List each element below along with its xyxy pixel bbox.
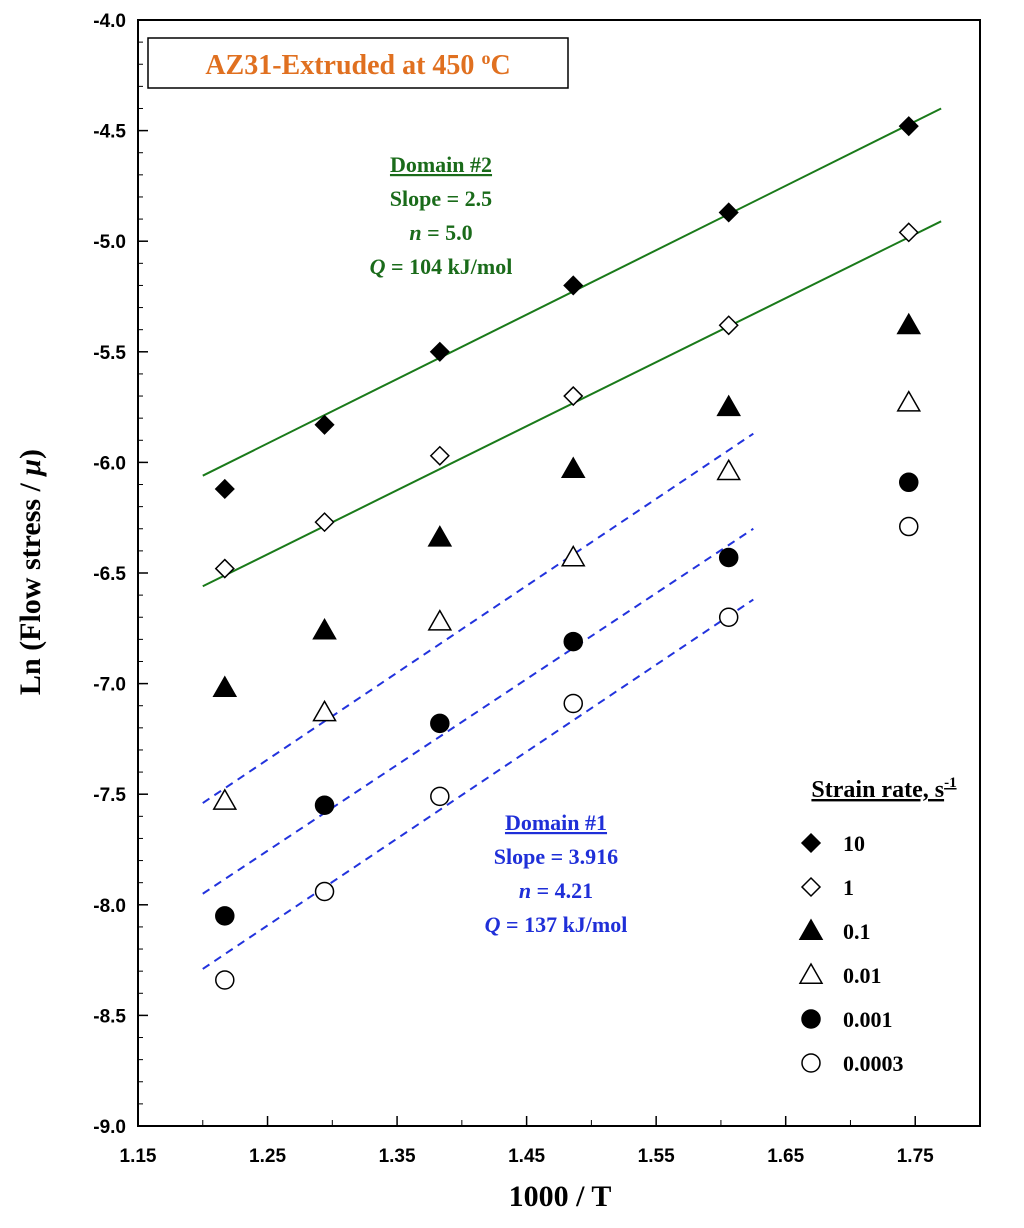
y-tick-label: -7.5 xyxy=(93,785,126,806)
data-point-circle-open xyxy=(899,516,919,537)
legend-marker-diamond-filled xyxy=(800,832,822,854)
legend-marker-triangle-filled xyxy=(798,918,824,940)
data-point-circle-filled xyxy=(430,713,450,734)
domain1-n: n = 4.21 xyxy=(519,878,593,903)
data-point-circle-filled xyxy=(718,547,739,568)
x-tick-label: 1.35 xyxy=(379,1146,416,1167)
chart-title: AZ31-Extruded at 450 oC xyxy=(205,48,510,81)
legend-label: 10 xyxy=(843,831,865,856)
domain1-annotation: Domain #1 Slope = 3.916 n = 4.21 Q = 137… xyxy=(485,810,628,937)
legend-marker-circle-open xyxy=(801,1053,821,1073)
y-tick-label: -8.5 xyxy=(93,1006,126,1027)
data-point-triangle-filled xyxy=(560,456,586,479)
domain1-fit-line xyxy=(202,432,754,804)
data-point-circle-filled xyxy=(215,906,235,926)
data-point-circle-filled xyxy=(899,472,919,493)
y-tick-label: -5.5 xyxy=(93,343,126,364)
x-tick-label: 1.15 xyxy=(120,1146,157,1167)
y-tick-label: -4.0 xyxy=(93,11,126,32)
data-point-triangle-open xyxy=(312,699,337,722)
data-point-triangle-filled xyxy=(896,312,922,335)
data-point-circle-filled xyxy=(314,795,335,816)
legend-marker-circle-filled xyxy=(801,1009,821,1029)
legend-label: 0.001 xyxy=(843,1007,893,1032)
y-tick-label: -6.0 xyxy=(93,453,126,474)
data-point-circle-open xyxy=(718,607,739,627)
data-point-circle-filled xyxy=(563,631,583,652)
domain1-slope: Slope = 3.916 xyxy=(494,844,618,869)
data-point-diamond-open xyxy=(314,512,335,533)
x-tick-label: 1.65 xyxy=(767,1146,804,1167)
data-point-diamond-open xyxy=(898,222,919,243)
x-tick-label: 1.25 xyxy=(249,1146,286,1167)
data-point-triangle-filled xyxy=(716,394,741,417)
data-points xyxy=(212,116,922,990)
data-point-diamond-open xyxy=(429,445,450,466)
data-point-diamond-filled xyxy=(898,116,919,137)
legend-entries: 10 1 0.1 0.01 0.001 0.0003 xyxy=(798,831,904,1076)
data-point-diamond-open xyxy=(563,385,584,407)
data-point-triangle-filled xyxy=(427,525,453,547)
plot-frame xyxy=(137,19,981,1127)
data-point-triangle-open xyxy=(560,545,586,567)
domain2-q: Q = 104 kJ/mol xyxy=(370,254,513,279)
data-point-triangle-open xyxy=(427,609,453,631)
domain2-annotation: Domain #2 Slope = 2.5 n = 5.0 Q = 104 kJ… xyxy=(370,152,513,279)
x-tick-label: 1.45 xyxy=(508,1146,545,1167)
x-axis-title: 1000 / T xyxy=(509,1180,612,1213)
data-point-triangle-filled xyxy=(312,618,337,640)
data-point-circle-open xyxy=(314,881,335,902)
y-axis-title: Ln (Flow stress / μ) xyxy=(14,449,47,695)
legend-marker-triangle-open xyxy=(798,962,824,984)
legend: Strain rate, s-1 10 1 0.1 0.01 0.001 0.0003 xyxy=(798,775,957,1076)
y-tick-label: -9.0 xyxy=(93,1117,126,1138)
data-point-diamond-filled xyxy=(314,414,335,435)
legend-label: 0.1 xyxy=(843,919,871,944)
data-point-triangle-open xyxy=(212,788,238,810)
chart-title-box xyxy=(147,37,569,89)
domain1-heading: Domain #1 xyxy=(505,810,607,835)
legend-label: 1 xyxy=(843,875,854,900)
data-point-triangle-filled xyxy=(212,675,238,698)
fit-lines xyxy=(202,107,942,970)
data-point-diamond-open xyxy=(214,558,235,579)
y-tick-label: -7.0 xyxy=(93,675,126,696)
domain1-fit-line xyxy=(202,598,754,970)
data-point-circle-open xyxy=(563,693,583,714)
domain2-n: n = 5.0 xyxy=(409,220,472,245)
y-tick-label: -4.5 xyxy=(93,122,126,143)
domain2-slope: Slope = 2.5 xyxy=(390,186,492,211)
x-axis-ticks: 1.15 1.25 1.35 1.45 1.55 1.65 1.75 xyxy=(120,1116,934,1167)
legend-title: Strain rate, s-1 xyxy=(811,775,956,803)
y-tick-label: -6.5 xyxy=(93,564,126,585)
x-tick-label: 1.75 xyxy=(897,1146,934,1167)
y-tick-label: -5.0 xyxy=(93,232,126,253)
data-point-triangle-open xyxy=(716,458,741,481)
domain1-q: Q = 137 kJ/mol xyxy=(485,912,628,937)
data-point-triangle-open xyxy=(896,390,922,412)
data-point-diamond-open xyxy=(718,315,739,336)
data-point-diamond-filled xyxy=(429,341,450,362)
y-tick-label: -8.0 xyxy=(93,896,126,917)
domain1-fit-line xyxy=(202,527,754,895)
y-axis-ticks: -4.0 -4.5 -5.0 -5.5 -6.0 -6.5 -7.0 -7.5 -8.0 -8.5… xyxy=(93,11,148,1138)
x-tick-label: 1.55 xyxy=(638,1146,675,1167)
legend-label: 0.0003 xyxy=(843,1051,904,1076)
data-point-diamond-filled xyxy=(214,478,235,500)
legend-label: 0.01 xyxy=(843,963,882,988)
data-point-diamond-filled xyxy=(718,202,739,223)
legend-marker-diamond-open xyxy=(800,876,822,898)
data-point-circle-open xyxy=(430,786,450,807)
domain2-heading: Domain #2 xyxy=(390,152,492,177)
data-point-diamond-filled xyxy=(563,275,584,296)
data-point-circle-open xyxy=(215,970,235,990)
